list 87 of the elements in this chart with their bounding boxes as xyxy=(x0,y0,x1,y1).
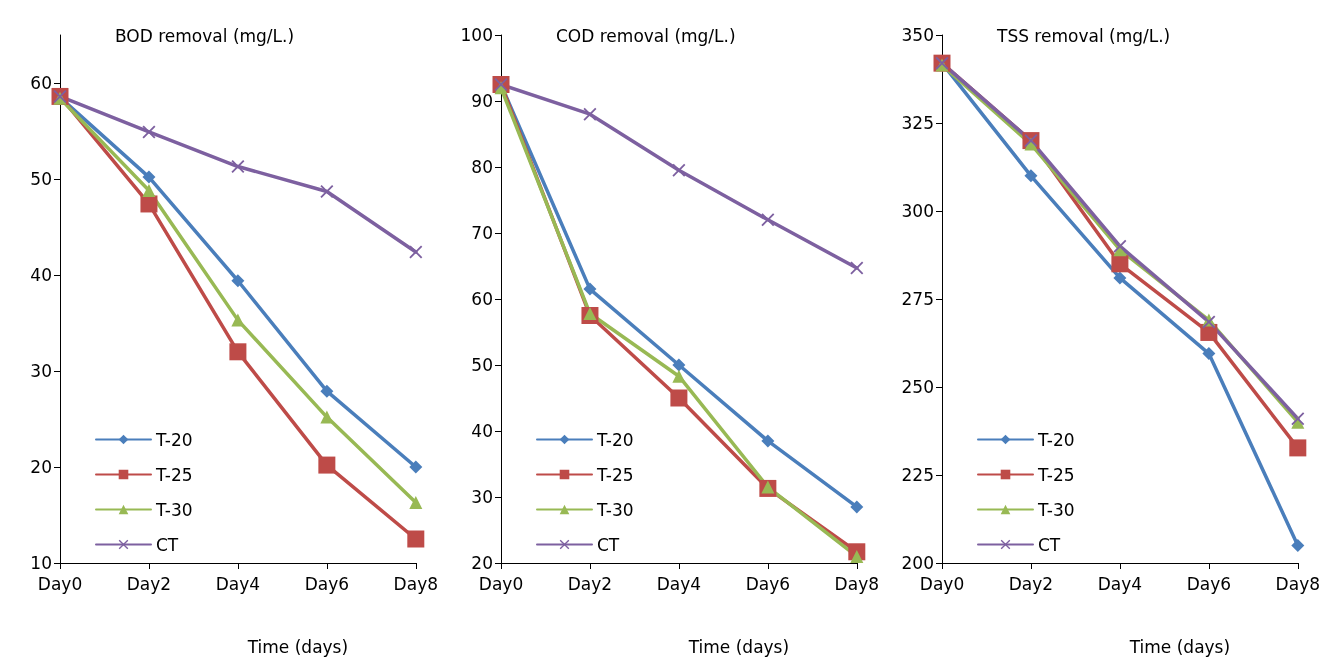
point xyxy=(672,163,686,177)
legend-label: T-25 xyxy=(596,464,634,485)
point xyxy=(672,358,686,372)
point xyxy=(670,389,688,407)
legend-label: CT xyxy=(1038,534,1061,555)
point xyxy=(1113,239,1127,253)
point xyxy=(761,213,775,227)
y-tick-label: 10 xyxy=(30,553,52,573)
y-tick-label: 200 xyxy=(901,553,934,573)
point xyxy=(850,261,864,275)
x-tick-label: Day0 xyxy=(478,573,524,594)
x-tick-label: Day0 xyxy=(37,573,83,594)
y-tick-label: 350 xyxy=(901,25,934,45)
point xyxy=(320,410,334,424)
point xyxy=(583,282,597,296)
point xyxy=(318,456,336,474)
legend-label: T-25 xyxy=(1037,464,1075,485)
y-tick-label: 70 xyxy=(471,223,493,243)
point xyxy=(320,384,334,398)
point xyxy=(409,496,423,510)
x-tick-label: Day8 xyxy=(1275,573,1320,594)
y-tick-label: 20 xyxy=(30,457,52,477)
point xyxy=(407,530,425,548)
point xyxy=(231,313,245,327)
x-axis-title: Time (days) xyxy=(687,636,790,657)
y-tick-label: 40 xyxy=(30,265,52,285)
point xyxy=(229,343,247,361)
x-tick-label: Day6 xyxy=(745,573,791,594)
point xyxy=(1202,347,1216,361)
point xyxy=(850,549,864,563)
point xyxy=(583,107,597,121)
y-tick-label: 50 xyxy=(30,169,52,189)
y-tick-label: 60 xyxy=(30,73,52,93)
x-tick-label: Day4 xyxy=(215,573,261,594)
x-tick-label: Day8 xyxy=(393,573,438,594)
x-axis-title: Time (days) xyxy=(1128,636,1231,657)
y-tick-label: 80 xyxy=(471,157,493,177)
point xyxy=(672,369,686,383)
point xyxy=(1291,538,1305,552)
y-tick-label: 50 xyxy=(471,355,493,375)
legend-label: T-25 xyxy=(155,464,193,485)
x-tick-label: Day6 xyxy=(304,573,350,594)
legend-label: T-30 xyxy=(1037,499,1075,520)
point xyxy=(142,125,156,139)
x-tick-label: Day2 xyxy=(126,573,172,594)
point xyxy=(409,460,423,474)
legend-label: T-30 xyxy=(155,499,193,520)
chart-title: BOD removal (mg/L.) xyxy=(115,25,295,46)
y-tick-label: 225 xyxy=(901,465,934,485)
point xyxy=(1024,169,1038,183)
y-tick-label: 30 xyxy=(471,487,493,507)
legend-label: T-20 xyxy=(1037,429,1075,450)
legend-label: T-20 xyxy=(596,429,634,450)
point xyxy=(1113,271,1127,285)
legend-label: T-30 xyxy=(596,499,634,520)
x-axis-title: Time (days) xyxy=(246,636,349,657)
legend-label: CT xyxy=(597,534,620,555)
y-tick-label: 250 xyxy=(901,377,934,397)
x-tick-label: Day2 xyxy=(567,573,613,594)
x-tick-label: Day8 xyxy=(834,573,879,594)
y-tick-label: 40 xyxy=(471,421,493,441)
chart-title: TSS removal (mg/L.) xyxy=(996,25,1171,46)
x-tick-label: Day4 xyxy=(656,573,702,594)
y-tick-label: 20 xyxy=(471,553,493,573)
point xyxy=(140,195,158,213)
x-tick-label: Day2 xyxy=(1008,573,1054,594)
point xyxy=(231,274,245,288)
point xyxy=(1289,439,1307,457)
y-tick-label: 90 xyxy=(471,91,493,111)
y-tick-label: 300 xyxy=(901,201,934,221)
x-tick-label: Day4 xyxy=(1097,573,1143,594)
legend-label: CT xyxy=(156,534,179,555)
point xyxy=(142,184,156,198)
x-tick-label: Day6 xyxy=(1186,573,1232,594)
y-tick-label: 60 xyxy=(471,289,493,309)
y-tick-label: 325 xyxy=(901,113,934,133)
y-tick-label: 275 xyxy=(901,289,934,309)
legend-label: T-20 xyxy=(155,429,193,450)
y-tick-label: 100 xyxy=(460,25,493,45)
point xyxy=(1111,255,1129,273)
point xyxy=(761,434,775,448)
point xyxy=(850,500,864,514)
y-tick-label: 30 xyxy=(30,361,52,381)
chart-title: COD removal (mg/L.) xyxy=(556,25,736,46)
x-tick-label: Day0 xyxy=(919,573,965,594)
point xyxy=(409,245,423,259)
point xyxy=(142,170,156,184)
